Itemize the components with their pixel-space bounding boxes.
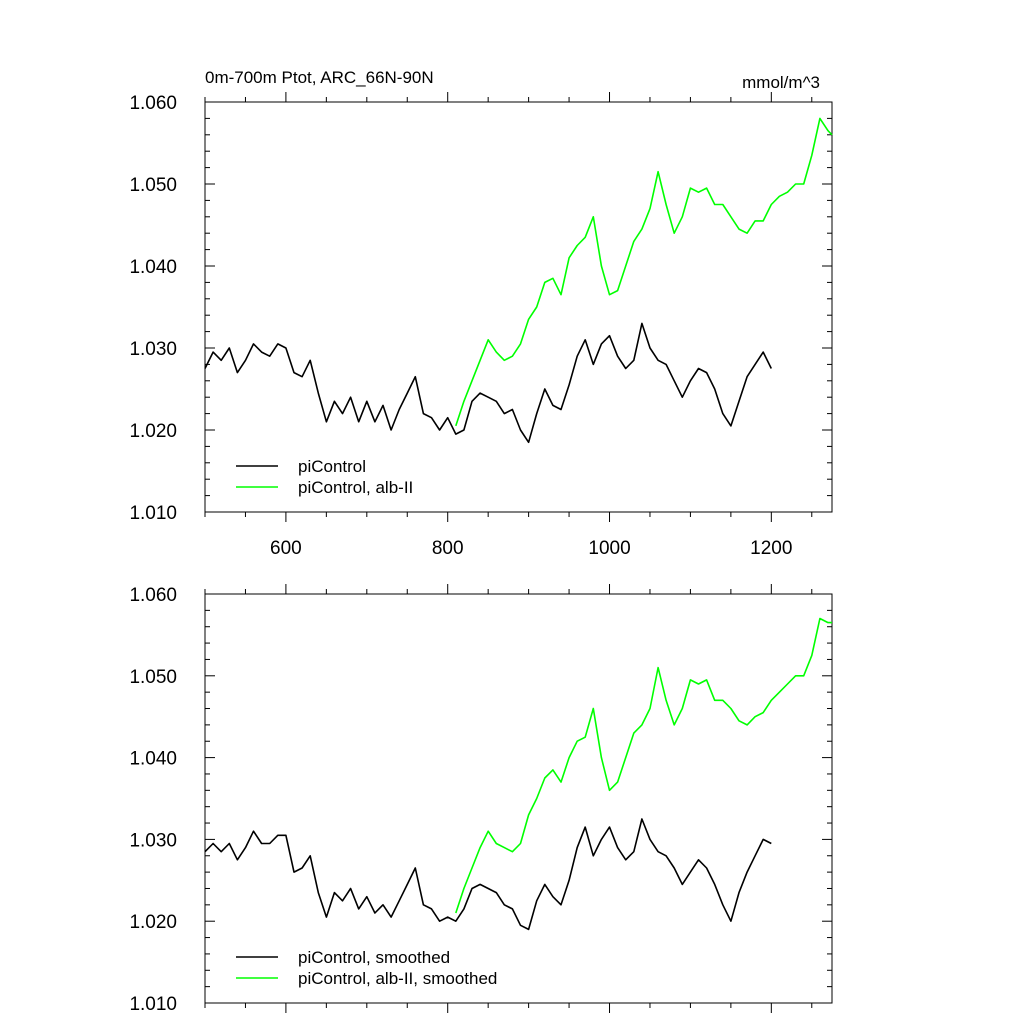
legend-label: piControl, smoothed: [298, 948, 450, 967]
y-tick-label: 1.040: [129, 749, 177, 770]
series-line-2: [455, 117, 833, 427]
plot-frame: [204, 593, 833, 1004]
series-line-2: [455, 617, 832, 914]
y-tick-label: 1.020: [129, 421, 177, 442]
y-tick-label: 1.050: [129, 175, 177, 196]
y-tick-label: 1.060: [129, 585, 177, 606]
series-line-1: [204, 322, 773, 444]
y-tick-label: 1.010: [129, 503, 177, 524]
y-tick-label: 1.050: [129, 667, 177, 688]
legend-label: piControl: [298, 457, 366, 476]
y-tick-label: 1.030: [129, 830, 177, 851]
chart-title: 0m-700m Ptot, ARC_66N-90N: [205, 68, 434, 87]
x-tick-label: 1000: [588, 538, 630, 559]
x-tick-label: 600: [270, 538, 302, 559]
units-label: mmol/m^3: [742, 73, 820, 92]
series-line-1: [204, 818, 772, 931]
y-tick-label: 1.030: [129, 339, 177, 360]
x-tick-label: 1200: [750, 538, 792, 559]
chart-panel-2: 1.010 1.020 1.030 1.040 1.050 1.060 piControl,…: [129, 584, 833, 1015]
plot-frame: [204, 101, 833, 513]
legend-label: piControl, alb-II: [298, 478, 413, 497]
x-tick-label: 800: [432, 538, 464, 559]
y-tick-label: 1.010: [129, 994, 177, 1015]
y-tick-label: 1.040: [129, 257, 177, 278]
chart-panel-1: 1.010 1.020 1.030 1.040 1.050 1.060 600 800 1000…: [129, 68, 833, 559]
y-tick-label: 1.020: [129, 912, 177, 933]
legend-label: piControl, alb-II, smoothed: [298, 969, 497, 988]
y-tick-label: 1.060: [129, 93, 177, 114]
